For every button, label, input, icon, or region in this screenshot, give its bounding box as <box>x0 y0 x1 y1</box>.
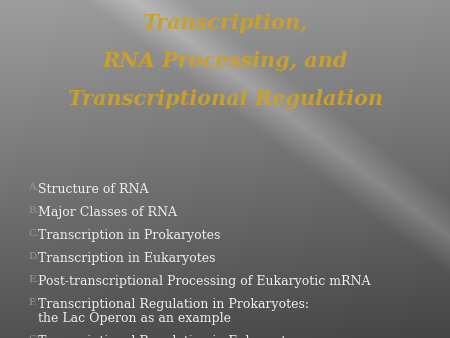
Text: Transcription in Prokaryotes: Transcription in Prokaryotes <box>38 229 220 242</box>
Text: Transcriptional Regulation in Eukaryotes:: Transcriptional Regulation in Eukaryotes… <box>38 335 304 338</box>
Text: Transcription in Eukaryotes: Transcription in Eukaryotes <box>38 252 216 265</box>
Text: A.: A. <box>28 183 39 192</box>
Text: E.: E. <box>28 275 39 284</box>
Text: D.: D. <box>28 252 39 261</box>
Text: Structure of RNA: Structure of RNA <box>38 183 148 196</box>
Text: RNA Processing, and: RNA Processing, and <box>102 51 348 71</box>
Text: C.: C. <box>28 229 39 238</box>
Text: B.: B. <box>28 206 39 215</box>
Text: F.: F. <box>28 298 37 307</box>
Text: G.: G. <box>28 335 39 338</box>
Text: Transcription,: Transcription, <box>142 13 308 33</box>
Text: Transcriptional Regulation: Transcriptional Regulation <box>68 89 382 109</box>
Text: Post-transcriptional Processing of Eukaryotic mRNA: Post-transcriptional Processing of Eukar… <box>38 275 370 288</box>
Text: Transcriptional Regulation in Prokaryotes:: Transcriptional Regulation in Prokaryote… <box>38 298 309 311</box>
Text: the Lac Operon as an example: the Lac Operon as an example <box>38 312 231 325</box>
Text: Major Classes of RNA: Major Classes of RNA <box>38 206 177 219</box>
